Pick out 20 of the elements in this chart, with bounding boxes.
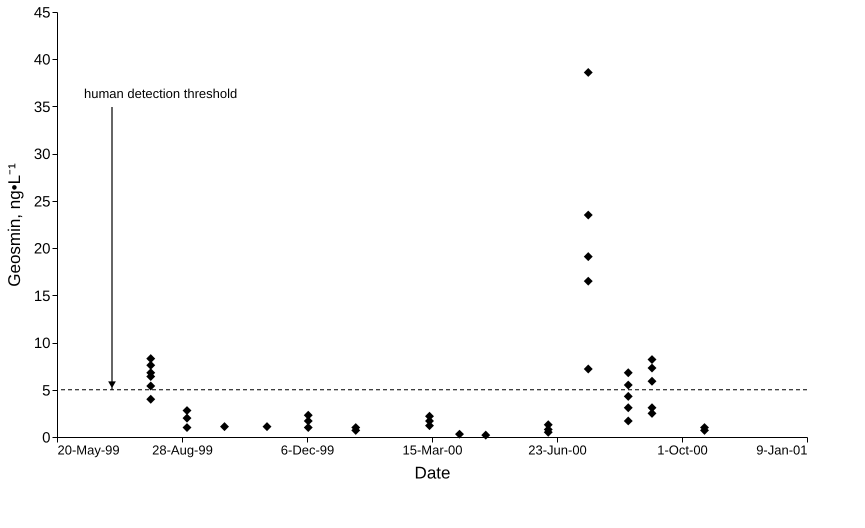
x-tick-label: 1-Oct-00	[657, 442, 708, 458]
y-axis-title: Geosmin, ng•L⁻¹	[4, 162, 24, 287]
y-tick-label: 30	[34, 146, 50, 164]
x-tick-label: 15-Mar-00	[402, 442, 462, 458]
x-tick-label: 28-Aug-99	[152, 442, 213, 458]
y-tick-label: 0	[42, 430, 50, 446]
x-tick-label: 23-Jun-00	[528, 442, 587, 458]
y-tick-label: 25	[34, 193, 50, 210]
x-tick-label: 9-Jan-01	[756, 442, 808, 458]
y-tick-label: 45	[34, 4, 50, 22]
x-tick-label: 6-Dec-99	[280, 442, 334, 458]
y-tick-label: 20	[34, 240, 50, 258]
y-tick-label: 40	[34, 52, 50, 69]
y-tick-label: 15	[34, 288, 50, 305]
y-tick-label: 5	[42, 382, 50, 400]
x-tick-label: 20-May-99	[58, 442, 120, 458]
annotation: human detection threshold	[84, 86, 238, 101]
y-tick-label: 10	[34, 335, 50, 352]
x-axis-title: Date	[414, 464, 450, 482]
y-tick-label: 35	[34, 98, 50, 116]
